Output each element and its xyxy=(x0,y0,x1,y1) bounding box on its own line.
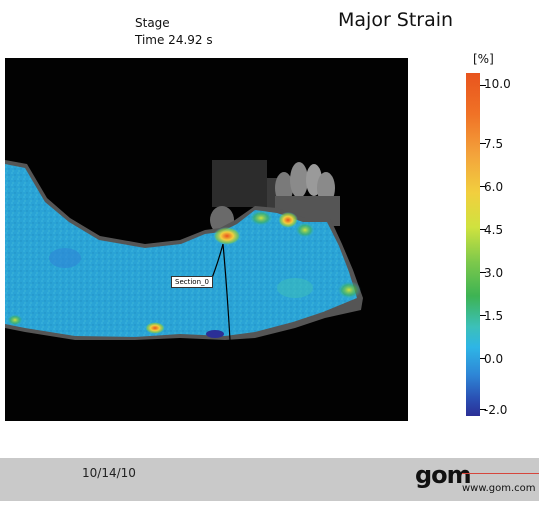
legend-tick xyxy=(480,358,486,359)
legend-label: 0.0 xyxy=(484,352,504,366)
legend-label: 1.5 xyxy=(484,309,504,323)
legend-label: 10.0 xyxy=(484,77,511,91)
legend-label: 4.5 xyxy=(484,223,504,237)
legend-label: -2.0 xyxy=(484,403,508,417)
page-title: Major Strain xyxy=(338,9,454,31)
footer-url[interactable]: www.gom.com xyxy=(462,483,536,494)
legend-tick xyxy=(480,85,486,86)
legend-label: 6.0 xyxy=(484,180,504,194)
footer-date: 10/14/10 xyxy=(82,466,136,480)
footer-accent-line xyxy=(462,473,539,474)
footer-bar: 10/14/10 gom www.gom.com xyxy=(0,458,539,501)
section-label[interactable]: Section_0 xyxy=(171,276,213,288)
legend-tick xyxy=(480,229,486,230)
legend-tick xyxy=(480,186,486,187)
legend-tick xyxy=(480,143,486,144)
legend-label: 7.5 xyxy=(484,137,504,151)
time-readout: Time 24.92 s xyxy=(135,33,213,47)
legend-colorbar xyxy=(466,73,480,416)
strain-map xyxy=(5,160,363,341)
stage-info: Stage Time 24.92 s xyxy=(135,15,213,49)
legend-tick xyxy=(480,272,486,273)
legend-tick xyxy=(480,315,486,316)
legend-tick xyxy=(480,409,486,410)
legend-label: 3.0 xyxy=(484,266,504,280)
gom-logo: gom xyxy=(415,461,472,489)
strain-viewport[interactable]: Section_0 xyxy=(5,58,408,421)
legend-unit: [%] xyxy=(473,52,494,66)
stage-label: Stage xyxy=(135,16,170,30)
